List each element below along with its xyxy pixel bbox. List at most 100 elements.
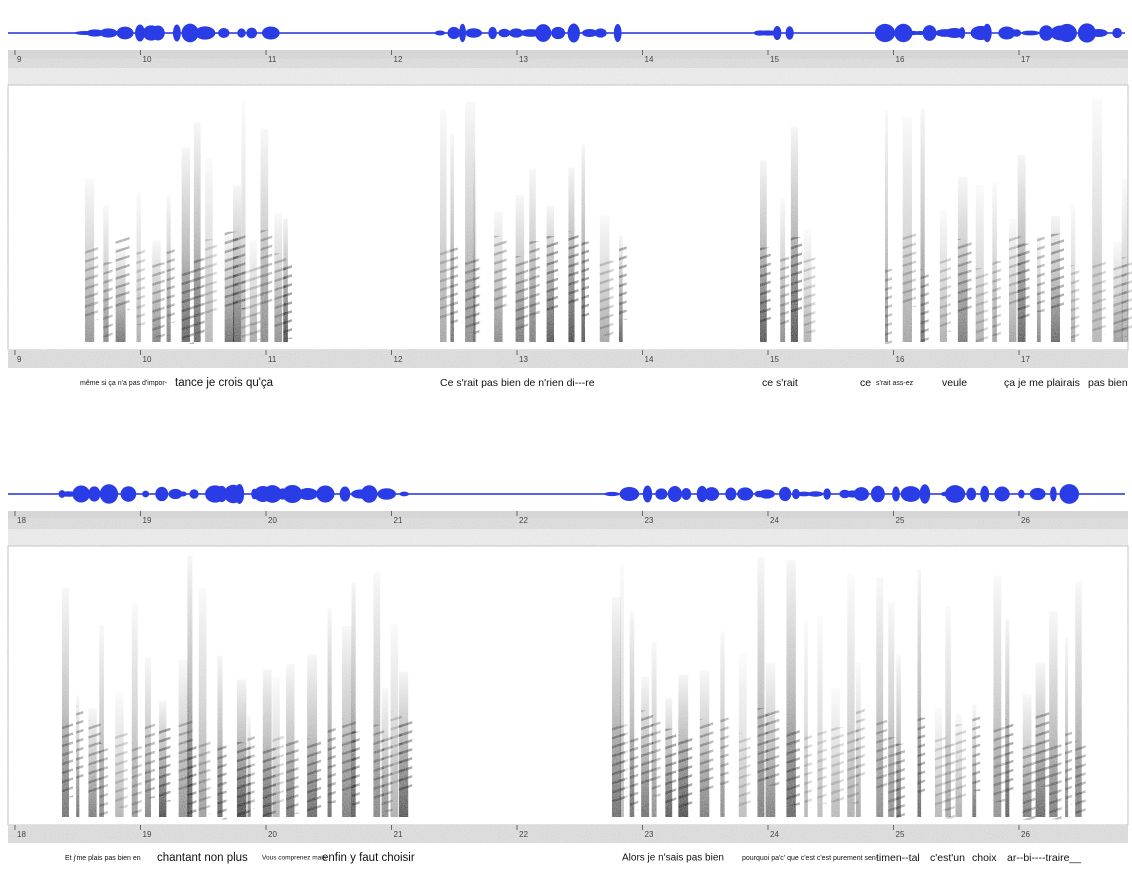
waveform-burst bbox=[508, 28, 524, 38]
tick-label: 12 bbox=[394, 355, 403, 364]
tick-label: 25 bbox=[896, 516, 905, 525]
waveform-burst bbox=[135, 24, 145, 42]
waveform-burst bbox=[168, 488, 183, 500]
waveform-burst bbox=[642, 485, 653, 503]
transcript-word: enfin y faut choisir bbox=[322, 852, 415, 864]
waveform-burst bbox=[535, 24, 552, 42]
waveform-burst bbox=[667, 485, 683, 503]
tick-label: 18 bbox=[17, 516, 26, 525]
tick-label: 15 bbox=[770, 355, 779, 364]
waveform-burst bbox=[360, 485, 378, 503]
waveform-burst bbox=[488, 26, 497, 40]
waveform-burst bbox=[959, 27, 966, 39]
waveform-burst bbox=[339, 486, 351, 502]
tick-label: 15 bbox=[770, 55, 779, 64]
waveform-burst bbox=[194, 26, 216, 40]
waveform-burst bbox=[234, 484, 245, 504]
waveform-burst bbox=[892, 486, 900, 502]
tick-label: 20 bbox=[268, 516, 277, 525]
tick-label: 13 bbox=[519, 355, 528, 364]
waveform-burst bbox=[88, 486, 101, 502]
waveform-burst bbox=[785, 26, 794, 40]
transcript-word: veule bbox=[942, 377, 967, 389]
waveform-burst bbox=[894, 23, 913, 43]
waveform-burst bbox=[1029, 487, 1046, 501]
waveform-burst bbox=[1021, 30, 1040, 36]
tick-label: 10 bbox=[143, 55, 152, 64]
tick-label: 26 bbox=[1021, 830, 1030, 839]
transcript-word: Vous comprenez mais bbox=[262, 855, 327, 862]
tick-label: 20 bbox=[268, 830, 277, 839]
transcript-word: ce s'rait bbox=[762, 377, 798, 389]
tick-label: 26 bbox=[1021, 516, 1030, 525]
ruler bbox=[8, 511, 1128, 529]
transcript-word: ça je me plairais bbox=[1004, 377, 1080, 389]
transcript-word: Et j'me plais pas bien en bbox=[65, 855, 141, 862]
waveform-burst bbox=[434, 30, 446, 36]
transcript-word: ar--bi----traire__ bbox=[1007, 852, 1081, 864]
band bbox=[8, 68, 1128, 85]
tick-label: 23 bbox=[645, 516, 654, 525]
ruler bbox=[8, 350, 1128, 368]
waveform-burst bbox=[807, 491, 824, 497]
waveform-burst bbox=[696, 485, 708, 503]
waveform-burst bbox=[498, 28, 511, 38]
waveform-burst bbox=[980, 485, 990, 503]
tick-label: 24 bbox=[770, 830, 779, 839]
waveform-burst bbox=[1059, 484, 1080, 504]
waveform-burst bbox=[551, 26, 566, 40]
waveform-burst bbox=[998, 26, 1016, 40]
waveform-burst bbox=[142, 490, 150, 498]
tick-label: 9 bbox=[17, 55, 22, 64]
transcript-word: tance je crois qu'ça bbox=[175, 377, 274, 389]
tick-label: 21 bbox=[394, 516, 403, 525]
transcript-word: s'rait ass-ez bbox=[876, 380, 914, 387]
tick-label: 25 bbox=[896, 830, 905, 839]
waveform-burst bbox=[399, 491, 410, 497]
tick-label: 16 bbox=[896, 55, 905, 64]
waveform-burst bbox=[447, 26, 461, 40]
panel: 18 18 19 19 20 20 21 21 22 22 23 23 24 24 25 25 26 26 Et j… bbox=[7, 484, 1129, 864]
tick-label: 17 bbox=[1021, 355, 1030, 364]
transcript-word: Ce s'rait pas bien de n'rien di---re bbox=[440, 377, 595, 389]
tick-label: 17 bbox=[1021, 55, 1030, 64]
waveform-burst bbox=[594, 28, 607, 38]
tick-label: 16 bbox=[896, 355, 905, 364]
waveform-burst bbox=[189, 489, 199, 499]
waveform-burst bbox=[1057, 23, 1077, 43]
waveform-burst bbox=[172, 24, 181, 42]
waveform-burst bbox=[874, 23, 896, 43]
tick-label: 10 bbox=[143, 355, 152, 364]
waveform-burst bbox=[316, 485, 335, 503]
tick-label: 12 bbox=[394, 55, 403, 64]
waveform-burst bbox=[758, 489, 775, 499]
tick-label: 19 bbox=[143, 830, 152, 839]
band bbox=[8, 529, 1128, 546]
waveform-burst bbox=[246, 27, 258, 39]
waveform-burst bbox=[870, 485, 885, 503]
transcript-word: timen--tal bbox=[876, 852, 920, 864]
tick-label: 14 bbox=[645, 355, 654, 364]
waveform-burst bbox=[297, 488, 318, 500]
waveform-burst bbox=[681, 488, 692, 500]
waveform-burst bbox=[262, 485, 282, 503]
waveform-burst bbox=[966, 487, 977, 501]
waveform-burst bbox=[116, 26, 134, 40]
panel: 9 9 10 10 11 11 12 12 13 13 14 14 15 15 16 16 17 17 même s… bbox=[7, 23, 1132, 389]
waveform-burst bbox=[1089, 29, 1108, 37]
waveform-burst bbox=[1011, 29, 1022, 37]
waveform-burst bbox=[900, 486, 921, 502]
waveform-burst bbox=[179, 491, 187, 497]
waveform-burst bbox=[1112, 27, 1123, 39]
transcript-word: Alors je n'sais pas bien bbox=[622, 853, 724, 864]
tick-label: 9 bbox=[17, 355, 22, 364]
tick-label: 11 bbox=[268, 355, 277, 364]
waveform-burst bbox=[99, 484, 119, 504]
waveform-burst bbox=[613, 23, 622, 43]
grain bbox=[8, 85, 1128, 350]
transcript-word: pas bien bbox=[1088, 377, 1128, 389]
transcript-word: ce bbox=[860, 377, 871, 389]
waveform-burst bbox=[72, 485, 90, 503]
tick-label: 11 bbox=[268, 55, 277, 64]
